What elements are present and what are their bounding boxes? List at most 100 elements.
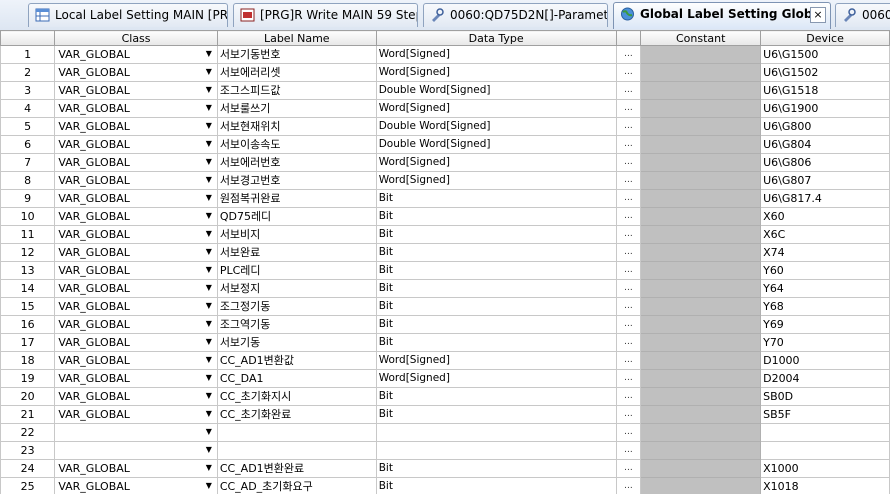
row-number-cell[interactable]: 25 [0,477,56,494]
data-type-cell[interactable]: Bit [375,297,617,316]
table-row[interactable]: 10 VAR_GLOBAL ▼ QD75레디 Bit... X60 [0,207,890,226]
data-type-browse-button[interactable]: ... [615,153,642,172]
chevron-down-icon[interactable]: ▼ [205,481,212,490]
device-cell[interactable]: U6\G1900 [760,99,890,118]
table-row[interactable]: 17 VAR_GLOBAL ▼ 서보기동 Bit... Y70 [0,333,890,352]
chevron-down-icon[interactable]: ▼ [205,391,212,400]
constant-column-header[interactable]: Constant [640,30,762,46]
class-cell[interactable]: VAR_GLOBAL ▼ [54,99,218,118]
data-type-cell[interactable]: Bit [375,333,617,352]
table-row[interactable]: 22 ▼... [0,423,890,442]
row-number-cell[interactable]: 12 [0,243,56,262]
chevron-down-icon[interactable]: ▼ [205,427,212,436]
chevron-down-icon[interactable]: ▼ [205,121,212,130]
chevron-down-icon[interactable]: ▼ [205,139,212,148]
chevron-down-icon[interactable]: ▼ [205,85,212,94]
device-cell[interactable]: Y68 [760,297,890,316]
chevron-down-icon[interactable]: ▼ [205,67,212,76]
data-type-cell[interactable]: Word[Signed] [375,45,617,64]
device-cell[interactable]: SB5F [760,405,890,424]
label-name-cell[interactable]: 서보현재위치 [216,117,377,136]
table-row[interactable]: 25 VAR_GLOBAL ▼ CC_AD_초기화요구 Bit... X1018 [0,477,890,494]
row-number-cell[interactable]: 23 [0,441,56,460]
label-name-cell[interactable]: 서보정지 [216,279,377,298]
data-type-browse-button[interactable]: ... [615,207,642,226]
data-type-cell[interactable]: Double Word[Signed] [375,117,617,136]
data-type-cell[interactable]: Word[Signed] [375,351,617,370]
data-type-cell[interactable]: Bit [375,243,617,262]
row-number-cell[interactable]: 9 [0,189,56,208]
label-name-cell[interactable]: 서보에러번호 [216,153,377,172]
label-name-cell[interactable]: 서보에러리셋 [216,63,377,82]
device-cell[interactable]: SB0D [760,387,890,406]
row-number-cell[interactable]: 24 [0,459,56,478]
data-type-cell[interactable]: Bit [375,207,617,226]
label-name-cell[interactable]: 원점복귀완료 [216,189,377,208]
row-number-cell[interactable]: 15 [0,297,56,316]
tab-module-parameter[interactable]: 0060:QD75D2N[]-Parameter [423,3,608,27]
chevron-down-icon[interactable]: ▼ [205,175,212,184]
label-name-cell[interactable] [216,441,377,460]
table-row[interactable]: 14 VAR_GLOBAL ▼ 서보정지 Bit... Y64 [0,279,890,298]
chevron-down-icon[interactable]: ▼ [205,49,212,58]
tab-module-parameter-2[interactable]: 0060: [835,3,890,27]
chevron-down-icon[interactable]: ▼ [205,409,212,418]
row-number-cell[interactable]: 16 [0,315,56,334]
class-column-header[interactable]: Class [54,30,218,46]
table-row[interactable]: 23 ▼... [0,441,890,460]
data-type-cell[interactable]: Word[Signed] [375,171,617,190]
class-cell[interactable]: VAR_GLOBAL ▼ [54,351,218,370]
data-type-browse-button[interactable]: ... [615,117,642,136]
table-row[interactable]: 18 VAR_GLOBAL ▼ CC_AD1변환값 Word[Signed]... D10… [0,351,890,370]
close-tab-icon[interactable]: × [810,7,826,23]
class-cell[interactable]: VAR_GLOBAL ▼ [54,369,218,388]
data-type-cell[interactable]: Bit [375,315,617,334]
chevron-down-icon[interactable]: ▼ [205,103,212,112]
device-cell[interactable]: U6\G807 [760,171,890,190]
device-cell[interactable]: X60 [760,207,890,226]
data-type-browse-button[interactable]: ... [615,297,642,316]
device-cell[interactable]: D2004 [760,369,890,388]
table-row[interactable]: 12 VAR_GLOBAL ▼ 서보완료 Bit... X74 [0,243,890,262]
row-number-cell[interactable]: 18 [0,351,56,370]
device-cell[interactable]: U6\G800 [760,117,890,136]
class-cell[interactable]: VAR_GLOBAL ▼ [54,171,218,190]
device-cell[interactable]: X6C [760,225,890,244]
chevron-down-icon[interactable]: ▼ [205,265,212,274]
class-cell[interactable]: VAR_GLOBAL ▼ [54,189,218,208]
chevron-down-icon[interactable]: ▼ [205,157,212,166]
label-name-cell[interactable]: 서보기동 [216,333,377,352]
row-number-cell[interactable]: 17 [0,333,56,352]
data-type-browse-button[interactable]: ... [615,279,642,298]
table-row[interactable]: 3 VAR_GLOBAL ▼ 조그스피드값 Double Word[Signed]...… [0,81,890,100]
data-type-browse-button[interactable]: ... [615,45,642,64]
tab-program-write-main[interactable]: [PRG]R Write MAIN 59 Step [233,3,418,27]
row-number-cell[interactable]: 5 [0,117,56,136]
data-type-cell[interactable]: Bit [375,189,617,208]
table-row[interactable]: 9 VAR_GLOBAL ▼ 원점복귀완료 Bit... U6\G817.4 [0,189,890,208]
chevron-down-icon[interactable]: ▼ [205,463,212,472]
table-row[interactable]: 19 VAR_GLOBAL ▼ CC_DA1 Word[Signed]... D2004 [0,369,890,388]
data-type-browse-button[interactable]: ... [615,477,642,494]
data-type-cell[interactable]: Word[Signed] [375,153,617,172]
label-name-cell[interactable]: 서보완료 [216,243,377,262]
label-name-cell[interactable]: 서보기동번호 [216,45,377,64]
device-cell[interactable]: X1000 [760,459,890,478]
device-cell[interactable] [760,423,890,442]
label-name-cell[interactable]: CC_AD1변환완료 [216,459,377,478]
label-name-cell[interactable]: CC_AD_초기화요구 [216,477,377,494]
row-number-cell[interactable]: 6 [0,135,56,154]
data-type-cell[interactable]: Double Word[Signed] [375,135,617,154]
data-type-cell[interactable] [375,423,617,442]
row-number-cell[interactable]: 8 [0,171,56,190]
table-row[interactable]: 5 VAR_GLOBAL ▼ 서보현재위치 Double Word[Signed]...… [0,117,890,136]
data-type-cell[interactable]: Word[Signed] [375,99,617,118]
data-type-browse-button[interactable]: ... [615,81,642,100]
device-cell[interactable]: Y60 [760,261,890,280]
data-type-cell[interactable]: Double Word[Signed] [375,81,617,100]
chevron-down-icon[interactable]: ▼ [205,229,212,238]
device-cell[interactable]: X74 [760,243,890,262]
device-cell[interactable]: D1000 [760,351,890,370]
device-cell[interactable]: U6\G806 [760,153,890,172]
label-name-cell[interactable] [216,423,377,442]
